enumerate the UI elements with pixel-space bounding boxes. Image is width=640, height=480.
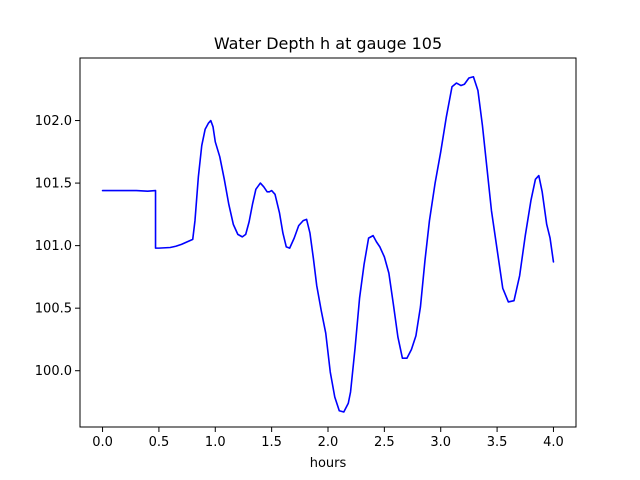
x-axis-label: hours (310, 456, 347, 471)
series-line (101, 75, 555, 413)
x-tick-label: 4.0 (543, 435, 564, 450)
x-tick-label: 2.5 (374, 435, 395, 450)
x-tick-label: 0.5 (149, 435, 170, 450)
x-axis: 0.0 0.5 1.0 1.5 2.0 2.5 3.0 3.5 4.0 (92, 427, 564, 450)
x-tick-label: 3.5 (487, 435, 508, 450)
axes-frame (79, 57, 577, 428)
y-tick-label: 101.5 (35, 177, 72, 192)
y-tick-label: 101.0 (35, 239, 72, 254)
y-tick-label: 100.0 (35, 364, 72, 379)
chart-title: Water Depth h at gauge 105 (214, 34, 442, 53)
y-axis: 100.0 100.5 101.0 101.5 102.0 (35, 114, 80, 379)
y-tick-label: 102.0 (35, 114, 72, 129)
x-tick-label: 1.5 (261, 435, 282, 450)
x-tick-label: 1.0 (205, 435, 226, 450)
x-tick-label: 0.0 (92, 435, 113, 450)
x-tick-label: 3.0 (430, 435, 451, 450)
plot-area (101, 75, 555, 413)
y-tick-label: 100.5 (35, 302, 72, 317)
x-tick-label: 2.0 (318, 435, 339, 450)
